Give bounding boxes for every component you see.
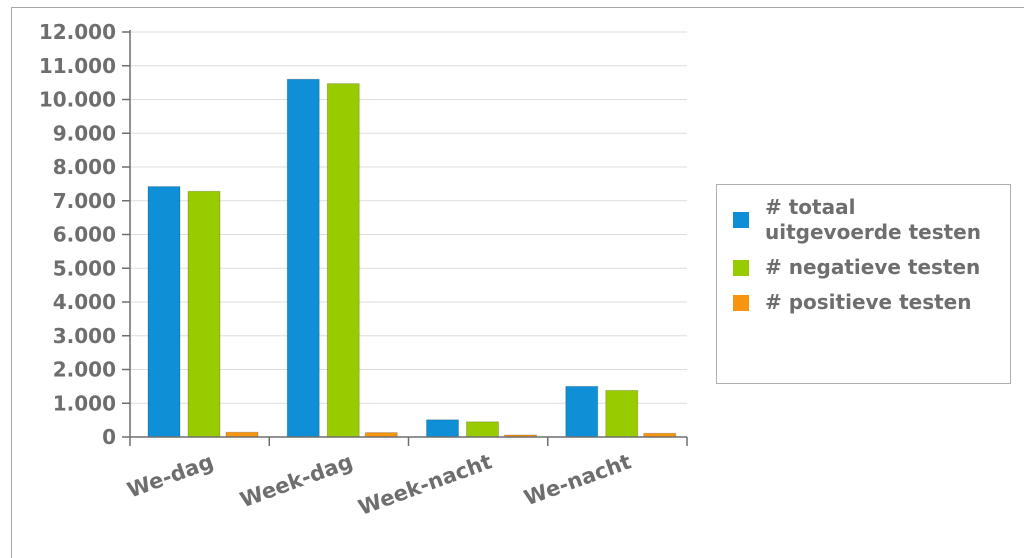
y-tick-label: 7.000 [53, 189, 116, 213]
legend: # totaal uitgevoerde testen # negatieve t… [716, 184, 1011, 384]
bar-we-nacht-series-1 [565, 385, 599, 438]
y-tick-label: 2.000 [53, 358, 116, 382]
legend-swatch [733, 212, 749, 228]
bars [147, 78, 677, 438]
y-tick-label: 9.000 [53, 121, 116, 145]
bar-we-nacht-series-2 [605, 389, 639, 438]
legend-item: # negatieve testen [733, 255, 996, 280]
legend-label: # totaal uitgevoerde testen [765, 195, 981, 244]
legend-label: # positieve testen [765, 290, 972, 314]
x-tick-label: We-dag [124, 449, 216, 502]
bar-we-dag-series-1 [147, 186, 181, 438]
bar-week-nacht-series-1 [426, 419, 459, 438]
bar-we-dag-series-2 [187, 190, 221, 438]
y-tick-label: 12.000 [39, 20, 116, 44]
bar-week-dag-series-1 [286, 78, 320, 438]
x-tick-label: We-nacht [521, 449, 634, 510]
legend-swatch [733, 294, 749, 311]
y-tick-label: 11.000 [39, 54, 116, 78]
bar-week-nacht-series-2 [466, 421, 499, 438]
y-tick-label: 6.000 [53, 223, 116, 247]
legend-swatch [733, 259, 749, 276]
y-tick-label: 5.000 [53, 256, 116, 280]
y-tick-label: 3.000 [53, 324, 116, 348]
x-tick-label: Week-dag [237, 449, 356, 512]
y-tick-label: 0 [102, 425, 116, 449]
legend-item: # totaal uitgevoerde testen [733, 195, 996, 245]
x-axis-ticks: We-dag Week-dag Week-nacht We-nacht [124, 437, 688, 520]
y-tick-label: 10.000 [39, 88, 116, 112]
legend-label: # negatieve testen [765, 255, 981, 279]
y-tick-label: 8.000 [53, 155, 116, 179]
bar-week-dag-series-2 [326, 83, 360, 438]
y-tick-label: 4.000 [53, 290, 116, 314]
y-tick-label: 1.000 [53, 391, 116, 415]
y-axis-ticks: 0 1.000 2.000 3.000 4.000 5.000 6.000 7.000 8.00… [39, 20, 130, 449]
legend-item: # positieve testen [733, 290, 996, 315]
x-tick-label: Week-nacht [355, 449, 495, 519]
